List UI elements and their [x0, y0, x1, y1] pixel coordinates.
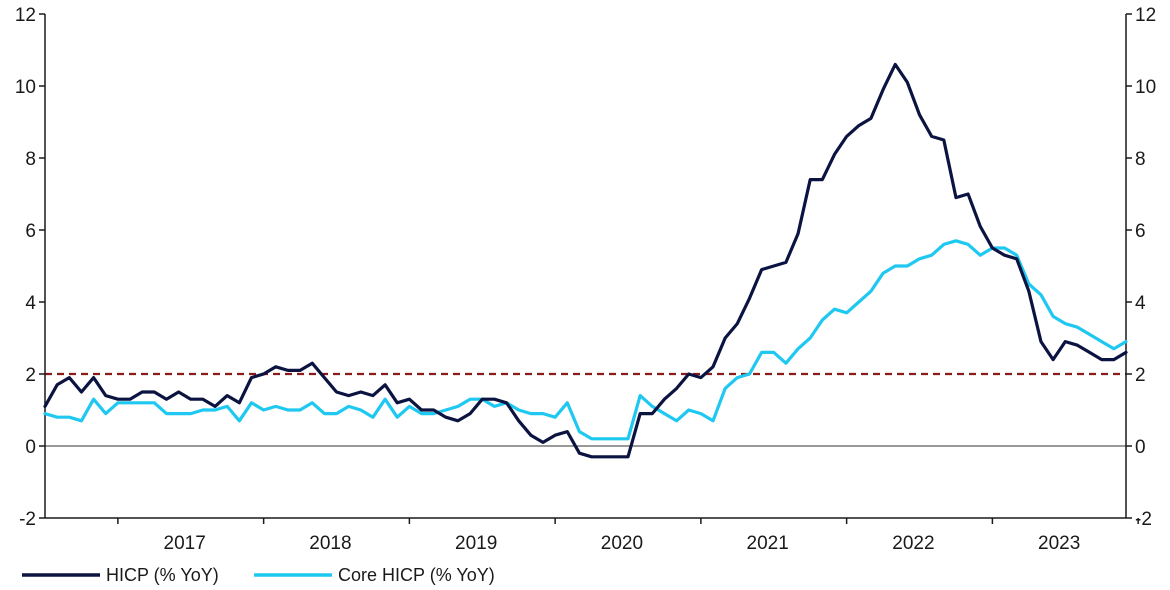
- y-tick-label-left: 0: [25, 437, 36, 458]
- y-tick-label-left: 12: [15, 5, 36, 26]
- y-tick-label-right: 12: [1135, 5, 1156, 26]
- legend: HICP (% YoY) Core HICP (% YoY): [22, 565, 495, 585]
- y-tick-label-right: 8: [1135, 149, 1146, 170]
- y-tick-label-right: 10: [1135, 77, 1156, 98]
- x-tick-label: 2022: [892, 533, 934, 554]
- y-tick-label-left: -2: [19, 509, 36, 530]
- legend-label-core-hicp: Core HICP (% YoY): [338, 565, 495, 585]
- y-tick-label-right: 0: [1135, 437, 1146, 458]
- y-tick-label-right: -2: [1135, 509, 1152, 530]
- y-tick-label-left: 8: [25, 149, 36, 170]
- x-tick-label: 2021: [747, 533, 789, 554]
- y-tick-label-right: 2: [1135, 365, 1146, 386]
- x-tick-label: 2023: [1038, 533, 1080, 554]
- y-tick-label-left: 6: [25, 221, 36, 242]
- series-line-core-hicp: [43, 239, 1128, 441]
- y-tick-label-right: 6: [1135, 221, 1146, 242]
- axis-layer: -2 -2 0 0 2 2 4 4 6 6 8 8 10 10 12 12 2017 2018 2019 2020 20…: [15, 5, 1156, 554]
- x-tick-label: 2020: [601, 533, 643, 554]
- series-layer: [43, 62, 1128, 459]
- x-tick-label: 2019: [455, 533, 497, 554]
- y-tick-label-left: 10: [15, 77, 36, 98]
- grid-layer: [45, 372, 1126, 447]
- legend-label-hicp: HICP (% YoY): [106, 565, 219, 585]
- x-tick-label: 2017: [164, 533, 206, 554]
- y-tick-label-left: 4: [25, 293, 36, 314]
- y-tick-label-left: 2: [25, 365, 36, 386]
- x-tick-label: 2018: [309, 533, 351, 554]
- series-line-hicp: [43, 62, 1128, 459]
- y-tick-label-right: 4: [1135, 293, 1146, 314]
